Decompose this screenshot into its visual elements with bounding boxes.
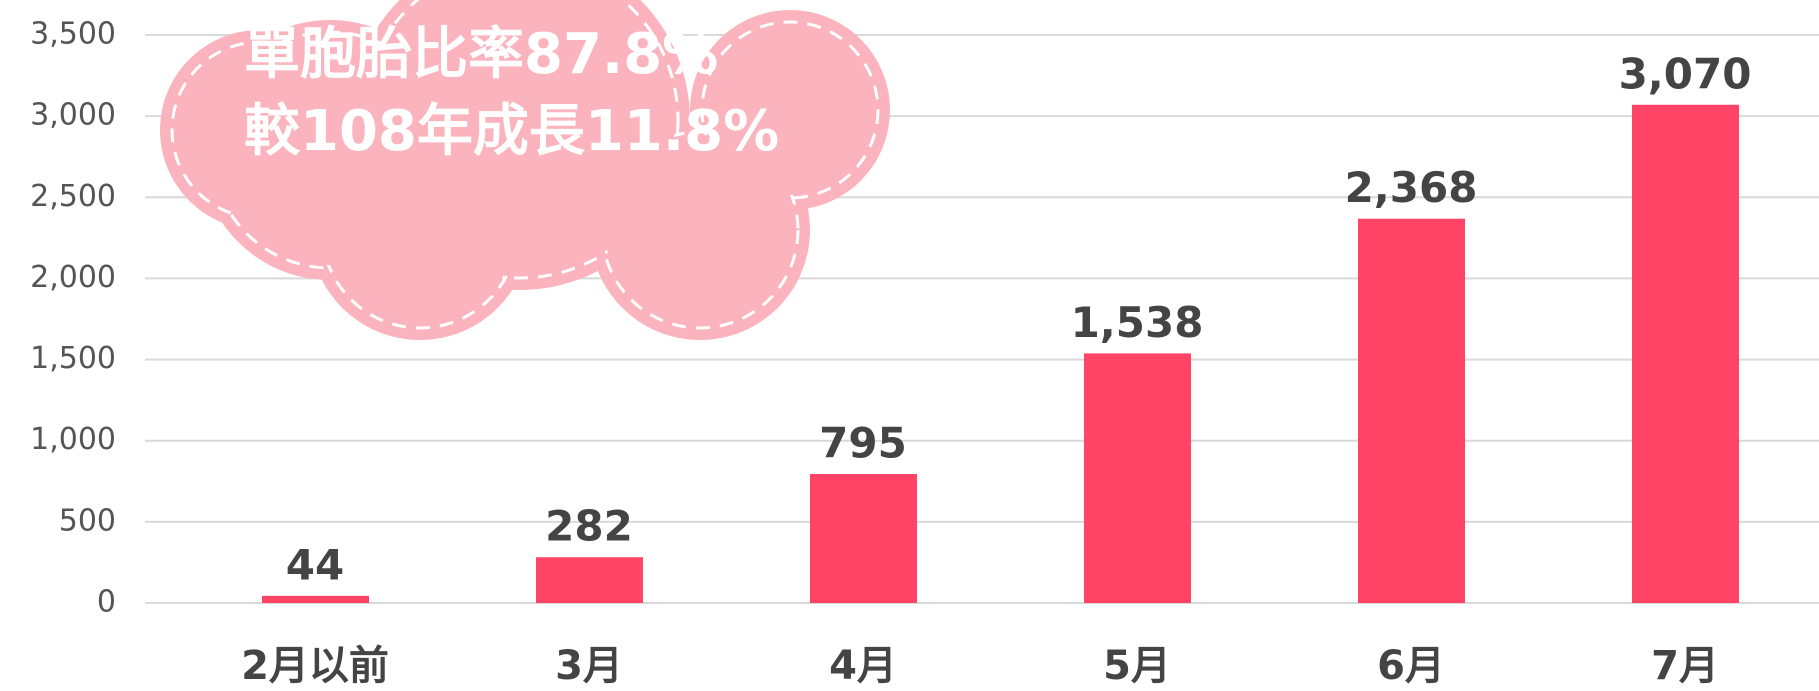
bar: [262, 595, 369, 603]
bar: [1358, 218, 1465, 603]
bar: [1084, 353, 1191, 603]
value-label: 795: [819, 418, 907, 467]
x-tick-label: 5月: [1103, 643, 1171, 689]
cloud-callout: [160, 0, 890, 340]
value-label: 3,070: [1619, 49, 1752, 98]
x-tick-label: 4月: [829, 643, 897, 689]
x-tick-label: 2月以前: [241, 643, 389, 689]
annotation: 較108年成長11.8%: [244, 99, 779, 164]
value-label: 282: [545, 502, 633, 551]
y-tick-label: 3,500: [30, 17, 116, 52]
y-tick-label: 2,000: [30, 260, 116, 295]
y-tick-label: 2,500: [30, 179, 116, 214]
bar: [1632, 104, 1739, 603]
value-label: 1,538: [1071, 298, 1204, 347]
bar: [810, 473, 917, 603]
bar: [536, 557, 643, 603]
y-tick-label: 500: [59, 503, 116, 538]
x-tick-label: 6月: [1377, 643, 1445, 689]
x-tick-label: 3月: [555, 643, 623, 689]
value-label: 2,368: [1345, 163, 1478, 212]
y-tick-label: 1,000: [30, 422, 116, 457]
y-tick-label: 3,000: [30, 98, 116, 133]
value-label: 44: [286, 540, 344, 589]
annotation: 單胞胎比率87.8%: [244, 22, 718, 87]
y-tick-label: 0: [97, 585, 116, 620]
y-tick-label: 1,500: [30, 341, 116, 376]
x-tick-label: 7月: [1651, 643, 1719, 689]
